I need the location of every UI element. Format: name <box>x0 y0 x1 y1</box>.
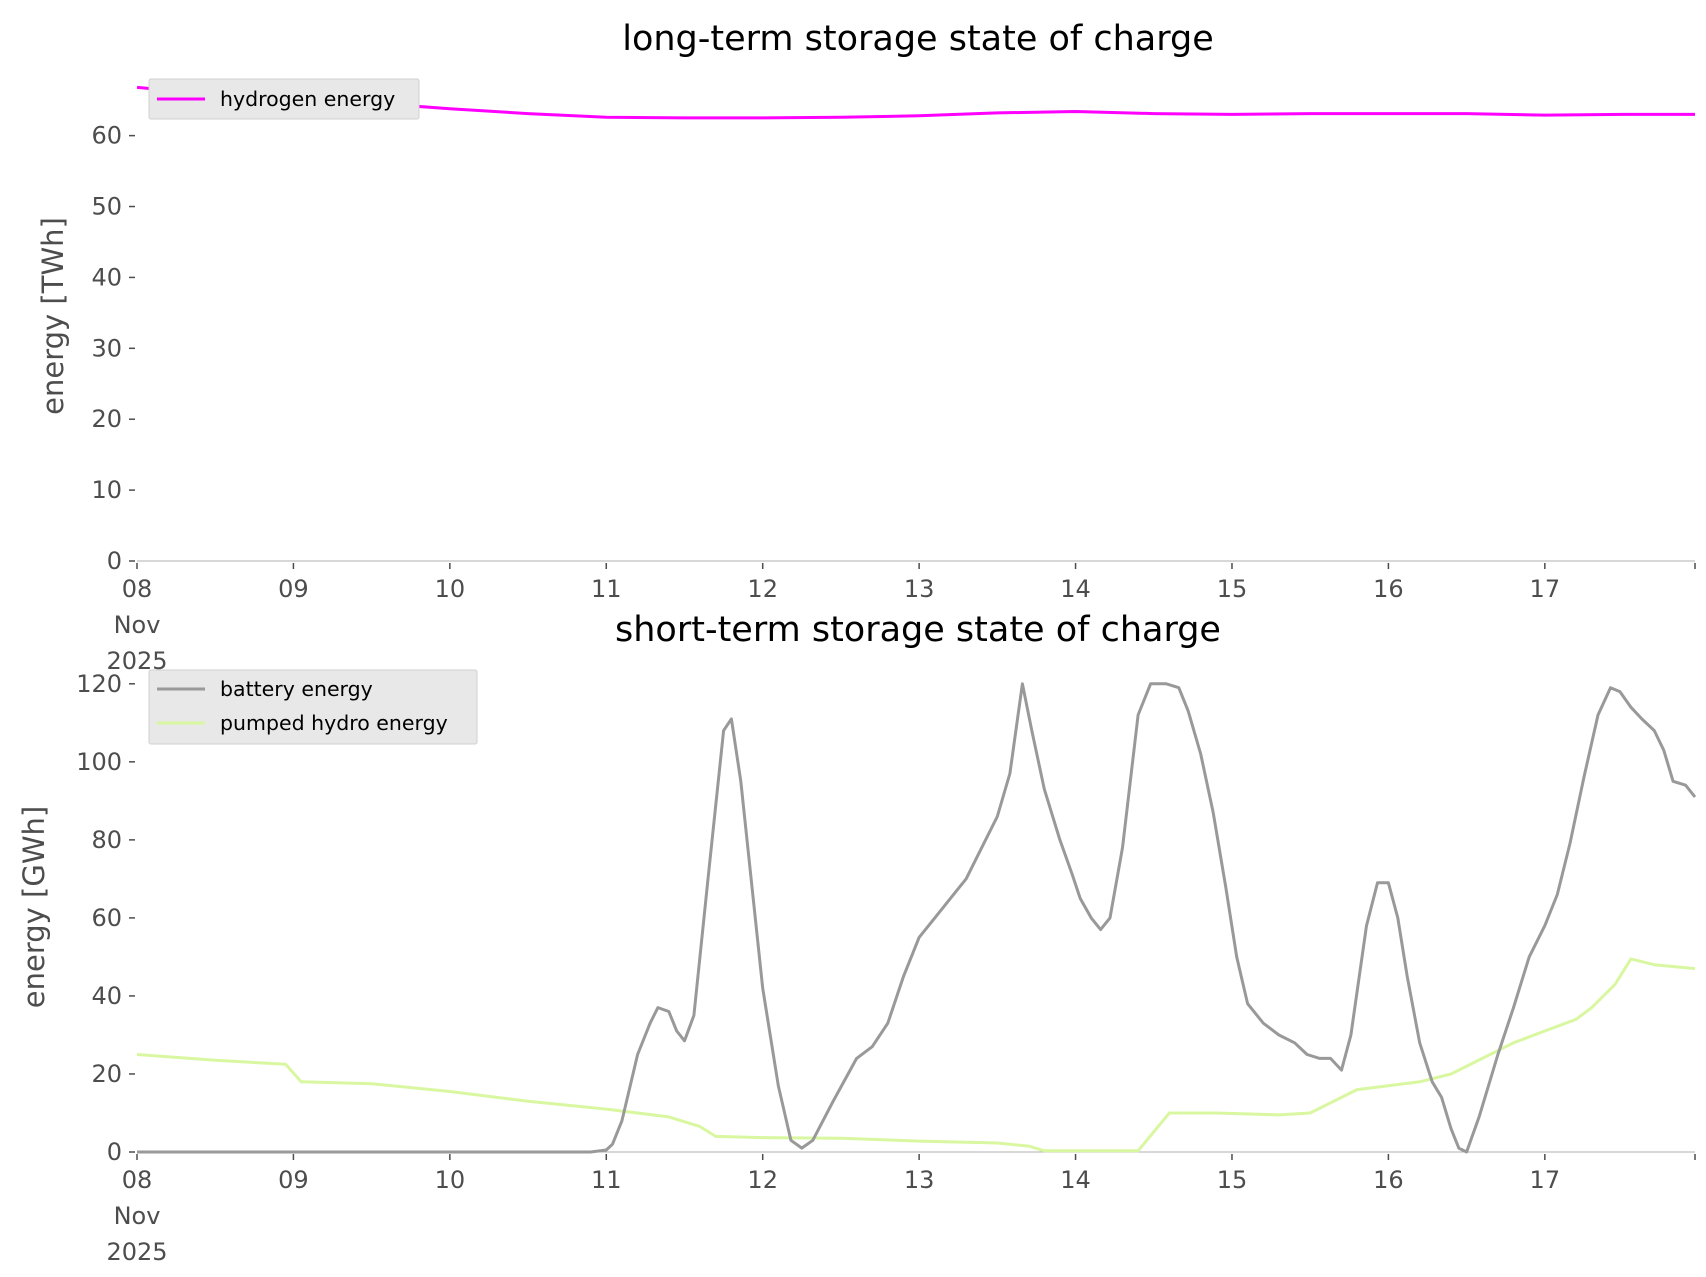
y-tick-label: 100 <box>76 748 122 776</box>
legend-box <box>148 78 420 120</box>
x-tick-label: 16 <box>1373 1166 1404 1194</box>
y-tick-label: 30 <box>91 334 122 362</box>
x-tick-label: 17 <box>1530 575 1561 603</box>
x-tick-label: 09 <box>278 575 309 603</box>
legend: hydrogen energy <box>148 78 420 120</box>
y-tick-label: 0 <box>107 547 122 575</box>
long-term-chart: long-term storage state of charge energy… <box>36 19 1696 675</box>
y-tick-label: 50 <box>91 193 122 221</box>
x-tick-label: Nov <box>114 611 161 639</box>
axes: 0 20 40 60 80 100 120 08 Nov 2025 09 10 11 12 13 14 15 16… <box>76 670 1696 1266</box>
legend-box <box>148 669 478 745</box>
legend-label-hydrogen: hydrogen energy <box>220 87 395 111</box>
y-tick-label: 60 <box>91 904 122 932</box>
x-tick-label: 16 <box>1373 575 1404 603</box>
legend-label-pumped-hydro: pumped hydro energy <box>220 711 448 735</box>
x-tick-label: 08 <box>122 575 153 603</box>
series-line-battery-energy <box>137 682 1697 1154</box>
x-tick-label: 09 <box>278 1166 309 1194</box>
legend: battery energy pumped hydro energy <box>148 669 478 745</box>
y-tick-label: 80 <box>91 826 122 854</box>
x-tick-label: 08 <box>122 1166 153 1194</box>
legend-label-battery: battery energy <box>220 677 373 701</box>
y-tick-label: 20 <box>91 405 122 433</box>
x-tick-label: 17 <box>1530 1166 1561 1194</box>
chart-title: short-term storage state of charge <box>615 610 1221 650</box>
series-line-pumped-hydro-energy <box>136 957 1696 1153</box>
y-tick-label: 40 <box>91 263 122 291</box>
y-tick-label: 60 <box>91 122 122 150</box>
x-tick-label: 12 <box>747 575 778 603</box>
x-tick-label: 14 <box>1060 1166 1091 1194</box>
y-axis-label: energy [GWh] <box>17 806 51 1008</box>
x-tick-label: 11 <box>591 1166 622 1194</box>
x-tick-label: 2025 <box>106 1238 167 1266</box>
x-tick-label: 13 <box>904 1166 935 1194</box>
x-tick-label: 12 <box>747 1166 778 1194</box>
y-axis-label: energy [TWh] <box>36 217 70 415</box>
short-term-chart: short-term storage state of charge energ… <box>17 610 1697 1266</box>
x-tick-label: 10 <box>435 575 466 603</box>
x-tick-label: 14 <box>1060 575 1091 603</box>
x-tick-label: 13 <box>904 575 935 603</box>
y-tick-label: 120 <box>76 670 122 698</box>
series-lines <box>136 682 1697 1154</box>
y-tick-label: 40 <box>91 982 122 1010</box>
x-tick-label: 15 <box>1217 575 1248 603</box>
x-tick-label: 15 <box>1217 1166 1248 1194</box>
y-tick-label: 20 <box>91 1060 122 1088</box>
y-tick-label: 0 <box>107 1138 122 1166</box>
chart-title: long-term storage state of charge <box>622 19 1214 59</box>
x-tick-label: 10 <box>435 1166 466 1194</box>
x-tick-label: 11 <box>591 575 622 603</box>
y-tick-label: 10 <box>91 476 122 504</box>
x-tick-label: Nov <box>114 1202 161 1230</box>
